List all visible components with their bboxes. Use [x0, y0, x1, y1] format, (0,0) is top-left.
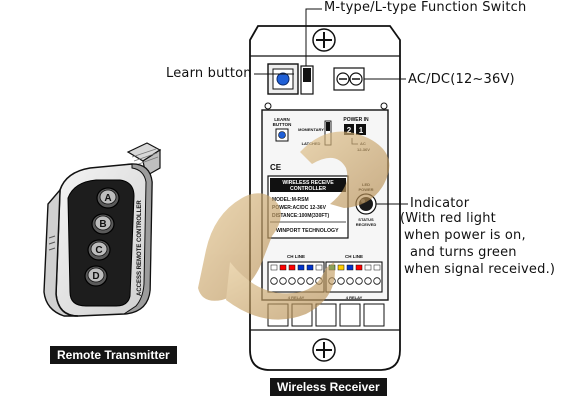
- pcb-learn-label-2: BUTTON: [273, 122, 292, 127]
- sticker-model: MODEL:M-RSM: [272, 197, 309, 203]
- function-switch[interactable]: [300, 65, 314, 95]
- indicator-callout-line1: (With red light: [400, 211, 496, 226]
- power-terminal: [333, 67, 365, 91]
- remote-buttons: A B C D: [84, 187, 120, 287]
- terminal-screw-left-2[interactable]: [279, 277, 287, 285]
- terminal-color-tab-right-3: [346, 264, 354, 271]
- terminal-screw-right-4[interactable]: [355, 277, 363, 285]
- terminal-screw-right-5[interactable]: [364, 277, 372, 285]
- terminal-color-tab-left-1: [270, 264, 278, 271]
- terminal-color-tab-right-2: [337, 264, 345, 271]
- terminal-color-tab-right-6: [373, 264, 381, 271]
- learn-button[interactable]: [276, 72, 290, 86]
- remote-button-d[interactable]: D: [84, 265, 108, 287]
- pcb-learn-label: LEARN: [274, 117, 290, 122]
- terminal-screw-right-6[interactable]: [373, 277, 381, 285]
- antenna: [126, 142, 162, 177]
- bottom-mount-screw: [250, 329, 400, 362]
- terminal-screw-left-5[interactable]: [306, 277, 314, 285]
- sticker-title-2: CONTROLLER: [290, 186, 326, 192]
- led-label-4: RECEIVED: [356, 222, 377, 227]
- switch-callout: M-type/L-type Function Switch: [324, 0, 527, 15]
- svg-text:C: C: [95, 245, 102, 256]
- pcb-power-label: POWER IN: [343, 117, 369, 123]
- remote-side-label: ACCESS REMOTE CONTROLLER: [137, 200, 143, 296]
- remote-button-c[interactable]: C: [87, 239, 111, 261]
- svg-text:B: B: [99, 219, 106, 230]
- callout-leaders: [254, 8, 408, 205]
- svg-text:1: 1: [359, 126, 364, 135]
- led-label-3: STATUS: [358, 217, 374, 222]
- svg-text:4 RELAY: 4 RELAY: [346, 295, 363, 300]
- svg-text:CH LINE: CH LINE: [345, 254, 363, 259]
- svg-text:CH LINE: CH LINE: [287, 254, 305, 259]
- indicator-callout-line3: and turns green: [410, 245, 517, 260]
- terminal-screw-left-4[interactable]: [297, 277, 305, 285]
- watermark-logo: [198, 131, 390, 320]
- terminal-color-tab-left-2: [279, 264, 287, 271]
- terminal-color-tab-right-5: [364, 264, 372, 271]
- svg-text:A: A: [104, 193, 111, 204]
- terminal-screw-left-1[interactable]: [270, 277, 278, 285]
- sticker-distance: DISTANCE:100M(330FT): [272, 213, 329, 219]
- terminal-color-tab-right-4: [355, 264, 363, 271]
- power-callout: AC/DC(12~36V): [408, 72, 515, 87]
- terminal-color-tab-left-5: [306, 264, 314, 271]
- product-sticker: WIRELESS RECEIVE CONTROLLER MODEL:M-RSM …: [267, 175, 349, 239]
- pcb-power-pin-2: [344, 124, 354, 135]
- learn-button-callout: Learn button: [166, 66, 252, 81]
- ce-mark: CE: [270, 163, 282, 172]
- indicator-callout-line4: when signal received.): [404, 262, 556, 277]
- remote-side-ridges: [48, 235, 56, 251]
- terminal-color-tab-left-4: [297, 264, 305, 271]
- sticker-power: POWER:AC/DC 12-36V: [272, 205, 327, 211]
- indicator-callout-line2: when power is on,: [404, 228, 526, 243]
- terminal-screw-right-3[interactable]: [346, 277, 354, 285]
- remote-transmitter-caption: Remote Transmitter: [50, 346, 177, 364]
- sticker-brand: WINPORT TECHNOLOGY: [276, 228, 339, 234]
- pcb-power-pin-1: [356, 124, 366, 135]
- sticker-title-1: WIRELESS RECEIVE: [282, 180, 334, 186]
- indicator-callout-title: Indicator: [410, 196, 470, 211]
- wireless-receiver-caption: Wireless Receiver: [270, 378, 387, 396]
- svg-text:D: D: [92, 271, 99, 282]
- remote-button-b[interactable]: B: [91, 213, 115, 235]
- remote-transmitter: ACCESS REMOTE CONTROLLER A B C D: [43, 142, 162, 317]
- top-mount-screw: [250, 28, 400, 57]
- terminal-color-tab-left-3: [288, 264, 296, 271]
- pcb-switch-top-label: MOMENTARY: [298, 127, 324, 132]
- remote-button-a[interactable]: A: [96, 187, 120, 209]
- svg-text:2: 2: [347, 126, 352, 135]
- terminal-screw-left-3[interactable]: [288, 277, 296, 285]
- terminal-screw-right-2[interactable]: [337, 277, 345, 285]
- terminal-color-tab-left-6: [315, 264, 323, 271]
